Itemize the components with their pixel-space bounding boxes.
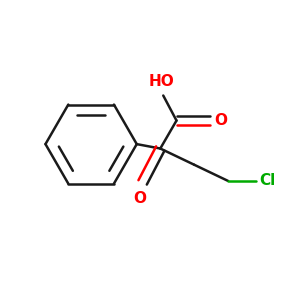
- Text: Cl: Cl: [259, 173, 275, 188]
- Text: O: O: [133, 190, 146, 206]
- Text: O: O: [214, 113, 227, 128]
- Text: HO: HO: [149, 74, 175, 89]
